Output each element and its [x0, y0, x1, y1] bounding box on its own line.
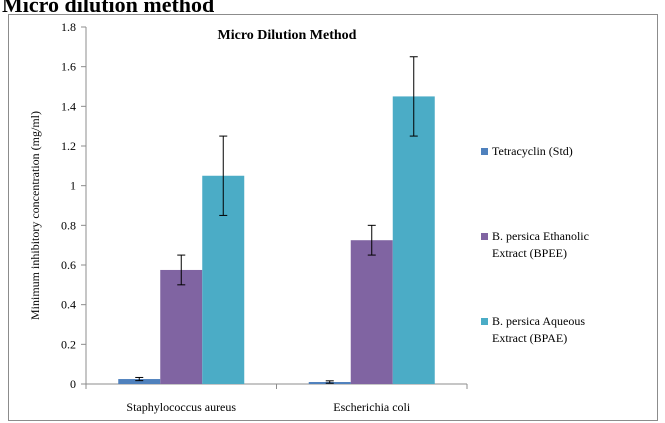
legend-swatch	[481, 148, 488, 155]
legend-label: Tetracyclin (Std)	[492, 144, 573, 158]
legend-label: Extract (BPEE)	[492, 246, 567, 260]
legend-label: B. persica Aqueous	[492, 314, 585, 328]
y-axis-title: Minimum inhibitory concentration (mg/ml)	[28, 111, 42, 320]
y-tick-label: 1.2	[61, 139, 76, 153]
x-tick-label: Escherichia coli	[333, 400, 411, 414]
y-tick-label: 0.6	[61, 258, 76, 272]
legend-label: Extract (BPAE)	[492, 331, 567, 345]
legend-swatch	[481, 233, 488, 240]
y-tick-label: 0.4	[61, 298, 76, 312]
chart-legend: Tetracyclin (Std) B. persica Ethanolic Ext…	[481, 144, 589, 345]
y-tick-label: 1.4	[61, 99, 76, 113]
bar	[160, 270, 202, 384]
legend-label: B. persica Ethanolic	[492, 229, 589, 243]
y-tick-label: 0.8	[61, 218, 76, 232]
bar	[393, 96, 435, 384]
y-tick-label: 1.8	[61, 20, 76, 34]
chart-title: Micro Dilution Method	[218, 28, 357, 43]
x-tick-label: Staphylococcus aureus	[126, 400, 236, 414]
legend-swatch	[481, 318, 488, 325]
y-tick-label: 0	[70, 377, 76, 391]
chart-area: 0 0.2 0.4 0.6 0.8 1 1.2 1.4 1.6 1.8 Minimum inhibi…	[8, 14, 658, 421]
chart-bars	[118, 96, 435, 384]
y-tick-label: 1	[70, 179, 76, 193]
bar-chart: 0 0.2 0.4 0.6 0.8 1 1.2 1.4 1.6 1.8 Minimum inhibi…	[9, 15, 657, 420]
bar	[351, 240, 393, 384]
y-tick-label: 1.6	[61, 60, 76, 74]
y-tick-label: 0.2	[61, 337, 76, 351]
